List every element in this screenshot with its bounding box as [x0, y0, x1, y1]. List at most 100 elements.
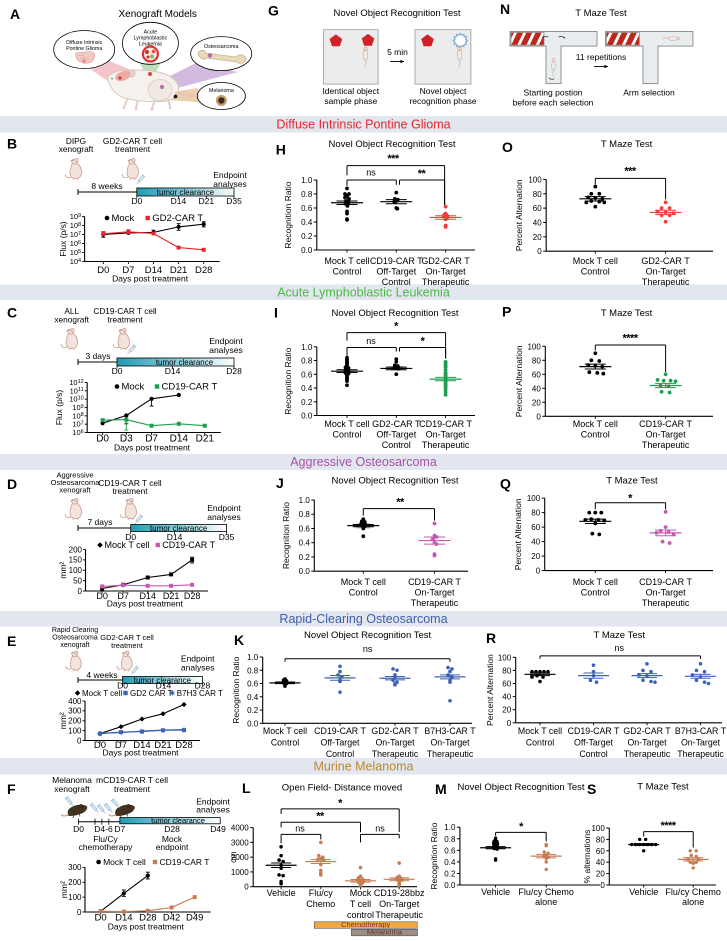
svg-text:Leukemia: Leukemia	[139, 42, 162, 48]
svg-text:0.4: 0.4	[301, 218, 313, 227]
svg-text:Osteosarcoma: Osteosarcoma	[204, 44, 238, 50]
svg-text:Endpoint: Endpoint	[213, 170, 247, 180]
svg-text:Mock: Mock	[350, 888, 372, 898]
svg-text:Therapeutic: Therapeutic	[372, 749, 419, 759]
svg-text:*: *	[394, 321, 399, 333]
svg-text:0.0: 0.0	[301, 246, 313, 255]
svg-text:D0: D0	[97, 265, 109, 276]
svg-text:mm²: mm²	[59, 881, 69, 898]
svg-text:GD2-CAR T: GD2-CAR T	[623, 726, 671, 736]
svg-text:0.8: 0.8	[301, 190, 313, 199]
svg-text:20: 20	[531, 552, 540, 561]
svg-text:80: 80	[532, 356, 541, 365]
svg-text:Days post treatment: Days post treatment	[108, 922, 185, 932]
svg-text:Endpoint: Endpoint	[209, 336, 243, 346]
svg-text:Control: Control	[271, 738, 299, 748]
svg-text:40: 40	[533, 219, 542, 228]
svg-text:Aggressive: Aggressive	[56, 471, 93, 480]
svg-text:Recognition Ratio: Recognition Ratio	[283, 347, 293, 414]
svg-text:CD19-CAR T: CD19-CAR T	[419, 419, 472, 429]
svg-text:*: *	[421, 336, 426, 348]
svg-text:D21: D21	[163, 591, 180, 601]
svg-text:treatment: treatment	[114, 784, 151, 794]
svg-text:60: 60	[531, 523, 540, 532]
svg-text:D7: D7	[117, 591, 129, 601]
svg-text:40: 40	[502, 693, 511, 702]
svg-text:Chemotherapy: Chemotherapy	[341, 920, 390, 929]
svg-text:200: 200	[68, 717, 82, 726]
svg-text:***: ***	[387, 153, 400, 165]
svg-text:Control: Control	[581, 588, 610, 598]
svg-text:3000: 3000	[231, 838, 249, 847]
svg-text:treatment: treatment	[115, 144, 151, 154]
svg-text:D0: D0	[96, 434, 109, 445]
svg-text:D4-6: D4-6	[94, 824, 113, 834]
svg-text:D21: D21	[170, 265, 187, 276]
svg-text:ns: ns	[375, 824, 385, 834]
svg-text:200: 200	[69, 545, 83, 554]
svg-text:200: 200	[68, 878, 82, 887]
svg-text:Mock T cell: Mock T cell	[324, 256, 369, 266]
svg-text:treatment: treatment	[111, 641, 144, 650]
svg-text:Therapeutic: Therapeutic	[642, 277, 690, 287]
svg-text:Melanoma: Melanoma	[367, 928, 403, 937]
svg-text:*: *	[628, 493, 633, 505]
svg-text:CD19-CAR T: CD19-CAR T	[162, 540, 215, 550]
svg-text:O: O	[502, 139, 513, 155]
svg-text:xenograft: xenograft	[60, 642, 89, 649]
svg-text:Mock T cell: Mock T cell	[518, 726, 562, 736]
svg-text:Therapeutic: Therapeutic	[642, 598, 690, 608]
svg-text:ns: ns	[615, 643, 625, 653]
svg-text:GD2-CAR T cell: GD2-CAR T cell	[103, 136, 162, 146]
svg-text:D49: D49	[186, 913, 203, 924]
svg-text:xenograft: xenograft	[54, 784, 90, 794]
svg-text:Lymphoblastic: Lymphoblastic	[134, 36, 168, 42]
svg-text:ns: ns	[366, 168, 376, 178]
svg-text:40: 40	[596, 858, 605, 867]
svg-text:0.6: 0.6	[299, 525, 311, 534]
svg-text:1.0: 1.0	[444, 823, 456, 832]
svg-text:0.2: 0.2	[301, 398, 313, 407]
svg-text:E: E	[7, 633, 16, 649]
svg-text:Mock: Mock	[112, 213, 135, 224]
svg-text:Control: Control	[581, 430, 610, 440]
svg-text:Rapid Clearing: Rapid Clearing	[52, 627, 98, 634]
svg-text:106: 106	[70, 239, 81, 248]
svg-text:D7: D7	[145, 434, 158, 445]
svg-text:On-Target: On-Target	[646, 430, 687, 440]
svg-text:Rapid-Clearing Osteosarcoma: Rapid-Clearing Osteosarcoma	[279, 612, 447, 626]
svg-text:Control: Control	[332, 430, 361, 440]
svg-text:Aggressive Osteosarcoma: Aggressive Osteosarcoma	[290, 455, 437, 469]
svg-text:GD2-CAR T: GD2-CAR T	[372, 419, 421, 429]
svg-text:On-Target: On-Target	[379, 899, 420, 909]
svg-text:On-Target: On-Target	[426, 430, 467, 440]
svg-text:L: L	[242, 780, 251, 796]
svg-text:0.8: 0.8	[301, 357, 313, 366]
svg-text:Acute Lymphoblastic Leukemia: Acute Lymphoblastic Leukemia	[277, 285, 450, 299]
svg-text:104: 104	[70, 257, 81, 266]
svg-text:Flu/Cy: Flu/Cy	[93, 834, 118, 844]
svg-text:Q: Q	[500, 476, 511, 492]
svg-text:7 days: 7 days	[87, 517, 112, 527]
svg-text:Mock T cell: Mock T cell	[573, 577, 618, 587]
svg-text:**: **	[316, 811, 325, 823]
svg-text:0: 0	[536, 567, 541, 576]
svg-text:Percent Alternation: Percent Alternation	[514, 179, 524, 251]
svg-text:D28: D28	[139, 913, 156, 924]
svg-text:Pontine Glioma: Pontine Glioma	[66, 46, 102, 52]
svg-text:Recognition Ratio: Recognition Ratio	[231, 656, 241, 723]
svg-text:Diffuse Intrinsic: Diffuse Intrinsic	[66, 40, 102, 46]
svg-text:0.4: 0.4	[299, 539, 311, 548]
svg-text:Mock T cell: Mock T cell	[341, 577, 386, 587]
svg-text:D21: D21	[154, 740, 171, 751]
svg-text:60: 60	[596, 847, 605, 856]
svg-text:400: 400	[68, 697, 82, 706]
svg-text:80: 80	[531, 509, 540, 518]
svg-text:ALL: ALL	[64, 306, 79, 316]
svg-text:D21: D21	[199, 196, 215, 206]
svg-text:B7H3-CAR T: B7H3-CAR T	[424, 726, 476, 736]
svg-text:D14: D14	[115, 913, 132, 924]
svg-text:0.2: 0.2	[299, 553, 311, 562]
svg-text:80: 80	[596, 835, 605, 844]
svg-text:Control: Control	[326, 749, 354, 759]
